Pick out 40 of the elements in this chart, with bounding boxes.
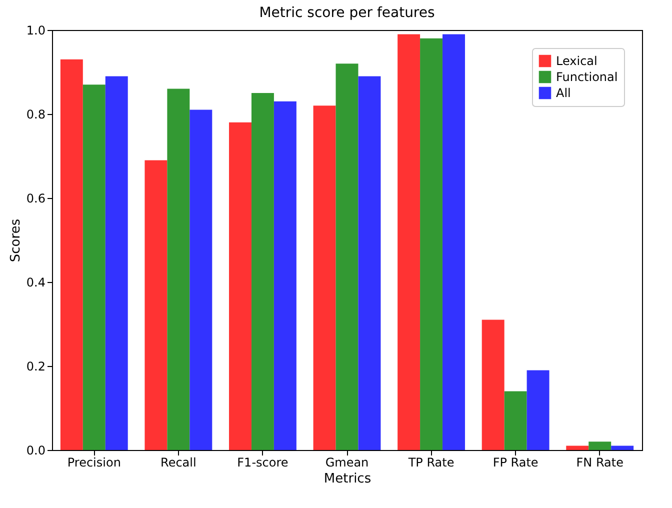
y-tick-label: 0.4: [26, 276, 46, 290]
x-tick-label: TP Rate: [407, 456, 454, 470]
bar: [82, 84, 106, 450]
x-tick-label: Recall: [160, 456, 196, 470]
bar: [336, 64, 358, 450]
bar: [420, 38, 443, 450]
bar: [358, 76, 381, 450]
bar: [229, 122, 252, 450]
x-axis-title: Metrics: [324, 472, 372, 486]
bar: [274, 101, 296, 450]
x-tick-label: Precision: [67, 456, 121, 470]
bar: [60, 59, 83, 450]
bar: [144, 160, 168, 450]
bar: [588, 442, 612, 450]
bar: [313, 106, 336, 450]
bar: [482, 320, 504, 450]
y-tick-label: 0.0: [26, 444, 46, 458]
x-tick-label: FP Rate: [492, 456, 538, 470]
bar: [442, 34, 465, 450]
bar: [398, 34, 420, 450]
bar: [251, 93, 274, 450]
bar: [611, 446, 634, 450]
bar: [167, 88, 190, 450]
chart-title: Metric score per features: [259, 5, 435, 21]
y-tick-label: 1.0: [26, 24, 46, 38]
bar: [504, 391, 527, 450]
x-tick-label: FN Rate: [576, 456, 624, 470]
bar: [105, 76, 128, 450]
y-axis-title: Scores: [8, 218, 24, 262]
bar: [566, 446, 589, 450]
y-tick-label: 0.6: [26, 192, 46, 206]
bar: [526, 370, 550, 450]
bar: [190, 110, 212, 450]
legend-label: Functional: [556, 70, 618, 84]
y-tick-label: 0.8: [26, 108, 46, 122]
x-tick-label: F1-score: [237, 456, 288, 470]
legend-label: All: [556, 86, 571, 100]
y-tick-label: 0.2: [26, 360, 46, 374]
legend-label: Lexical: [556, 54, 598, 68]
x-tick-label: Gmean: [325, 456, 369, 470]
